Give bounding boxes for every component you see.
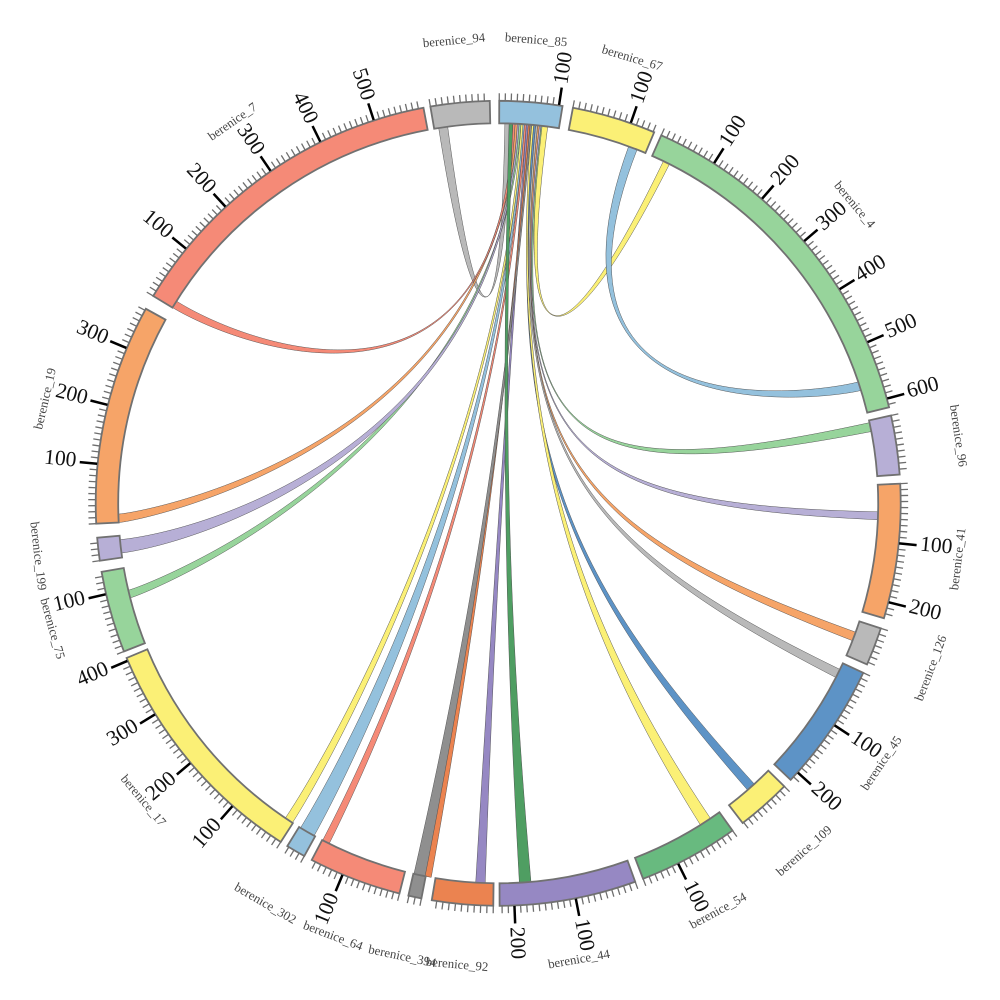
svg-text:200: 200 (505, 926, 530, 959)
svg-text:100: 100 (43, 445, 77, 472)
svg-text:100: 100 (919, 531, 953, 558)
svg-text:berenice_85: berenice_85 (504, 30, 567, 49)
svg-text:100: 100 (548, 50, 577, 86)
svg-text:berenice_92: berenice_92 (425, 955, 489, 975)
svg-text:berenice_94: berenice_94 (422, 30, 486, 50)
